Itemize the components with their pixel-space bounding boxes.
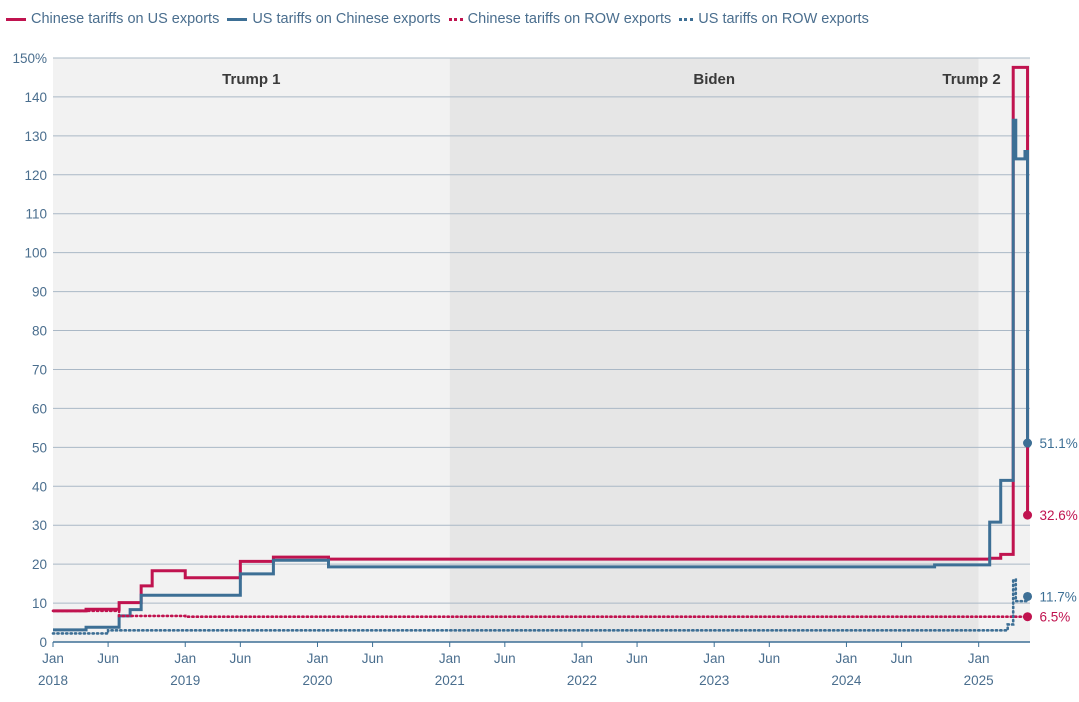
legend-label: US tariffs on ROW exports (698, 11, 869, 27)
legend-swatch-solid-red (6, 17, 26, 21)
period-shade (53, 58, 450, 642)
x-tick-label: Jan (571, 651, 593, 666)
x-tick-year: 2023 (699, 673, 729, 688)
y-tick-label: 60 (32, 401, 47, 416)
legend-label: Chinese tariffs on US exports (31, 11, 220, 27)
x-tick-year: 2024 (831, 673, 862, 688)
x-tick-label: Jun (494, 651, 516, 666)
period-shade (978, 58, 1030, 642)
y-tick-label: 100 (24, 246, 47, 261)
x-tick-label: Jan (174, 651, 196, 666)
series-end-point (1023, 591, 1033, 601)
x-tick-year: 2025 (964, 673, 994, 688)
x-tick-year: 2021 (435, 673, 465, 688)
legend-item-us-tariffs-row: US tariffs on ROW exports (679, 11, 869, 27)
x-tick-label: Jun (229, 651, 251, 666)
legend-swatch-solid-blue (227, 17, 248, 21)
y-tick-label: 110 (25, 207, 47, 222)
chart-legend: Chinese tariffs on US exports US tariffs… (6, 8, 869, 30)
period-label: Trump 1 (222, 71, 280, 88)
y-tick-label: 150% (12, 51, 47, 66)
series-end-label: 51.1% (1040, 436, 1078, 451)
y-tick-label: 30 (32, 518, 47, 533)
y-tick-label: 80 (32, 324, 47, 339)
x-tick-label: Jun (891, 651, 913, 666)
x-tick-label: Jan (307, 651, 329, 666)
y-tick-label: 120 (24, 168, 47, 183)
series-end-label: 6.5% (1040, 610, 1071, 625)
x-tick-label: Jun (362, 651, 384, 666)
series-line (53, 65, 1030, 613)
legend-item-chinese-tariffs-us: Chinese tariffs on US exports (6, 11, 219, 27)
y-tick-label: 20 (32, 557, 47, 572)
x-tick-label: Jun (758, 651, 780, 666)
x-tick-label: Jun (97, 651, 119, 666)
legend-label: US tariffs on Chinese exports (252, 11, 441, 27)
period-label: Biden (693, 71, 735, 88)
y-tick-label: 0 (39, 635, 47, 650)
series-line (51, 578, 1029, 635)
period-label: Trump 2 (942, 71, 1000, 88)
x-tick-label: Jan (968, 651, 990, 666)
legend-label: Chinese tariffs on ROW exports (467, 11, 672, 27)
y-tick-label: 70 (32, 362, 47, 377)
series-end-point (1023, 438, 1033, 448)
series-end-label: 11.7% (1040, 589, 1077, 604)
x-tick-label: Jun (626, 651, 648, 666)
x-tick-label: Jan (703, 651, 725, 666)
legend-swatch-dotted-red (448, 17, 463, 21)
legend-item-us-tariffs-chinese: US tariffs on Chinese exports (227, 11, 441, 27)
series-line (51, 609, 1029, 618)
x-tick-label: Jan (439, 651, 461, 666)
x-tick-year: 2020 (302, 673, 332, 688)
series-end-point (1023, 612, 1033, 622)
y-tick-label: 40 (32, 479, 47, 494)
x-tick-year: 2018 (38, 673, 68, 688)
y-tick-label: 90 (32, 285, 47, 300)
series-end-point (1023, 510, 1033, 520)
x-tick-label: Jan (836, 651, 858, 666)
y-tick-label: 140 (24, 90, 47, 105)
x-tick-year: 2019 (170, 673, 200, 688)
series-end-label: 32.6% (1040, 508, 1078, 523)
legend-swatch-dotted-blue (679, 17, 694, 21)
x-tick-label: Jan (42, 651, 64, 666)
period-shade (449, 58, 979, 642)
legend-item-chinese-tariffs-row: Chinese tariffs on ROW exports (448, 11, 672, 27)
x-tick-year: 2022 (567, 673, 597, 688)
y-tick-label: 10 (32, 596, 47, 611)
y-tick-label: 50 (32, 440, 47, 455)
y-tick-label: 130 (24, 129, 47, 144)
